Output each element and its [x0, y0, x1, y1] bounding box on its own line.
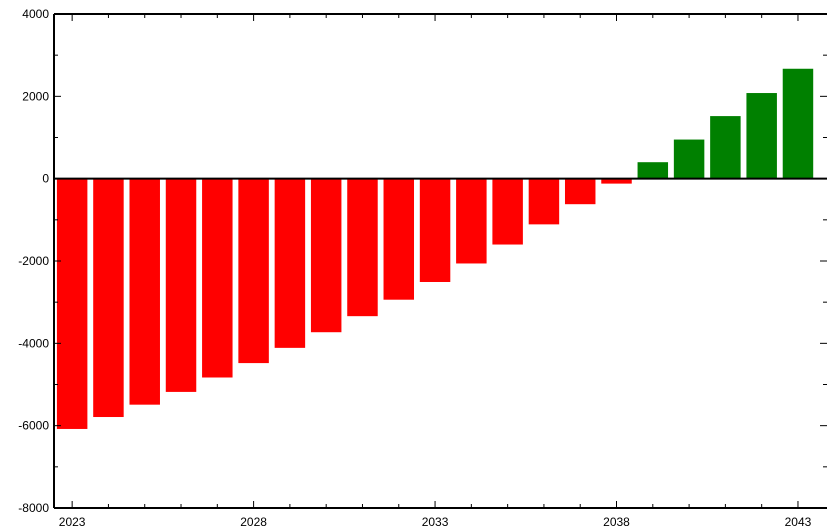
x-tick-label: 2023 [59, 515, 86, 529]
bar-2039 [637, 162, 669, 179]
bar-2031 [347, 178, 378, 317]
bar-2035 [492, 178, 523, 245]
bar-2040 [673, 139, 705, 179]
y-tick-label: -4000 [18, 336, 49, 350]
bar-2034 [456, 178, 487, 264]
y-tick-label: -8000 [18, 501, 49, 515]
y-tick-label: -2000 [18, 254, 49, 268]
x-tick-label: 2033 [422, 515, 449, 529]
bar-2027 [202, 178, 233, 378]
y-tick-label: 4000 [22, 7, 49, 21]
bar-2025 [129, 178, 160, 405]
bar-2026 [165, 178, 197, 392]
y-tick-label: 2000 [22, 89, 49, 103]
bar-2030 [310, 178, 342, 333]
bar-2036 [528, 178, 560, 225]
bar-2032 [383, 178, 415, 300]
tick-labels-group: 4000 2000 0 -2000 -4000 -6000 -8000 2023 2028 203… [18, 7, 811, 529]
y-tick-label: -6000 [18, 419, 49, 433]
bar-2043 [782, 68, 814, 179]
ticks-group [54, 13, 827, 509]
bar-2041 [710, 116, 741, 179]
bar-2037 [564, 178, 596, 205]
bars-group [56, 68, 814, 429]
bar-2038 [601, 178, 632, 184]
y-tick-label: 0 [42, 172, 49, 186]
bar-2033 [419, 178, 451, 282]
bar-2024 [93, 178, 124, 418]
bar-2028 [238, 178, 269, 364]
x-tick-label: 2043 [785, 515, 812, 529]
x-tick-label: 2028 [240, 515, 267, 529]
bar-2023 [56, 178, 88, 429]
x-tick-label: 2038 [603, 515, 630, 529]
bar-2042 [746, 93, 777, 179]
bar-2029 [274, 178, 306, 348]
